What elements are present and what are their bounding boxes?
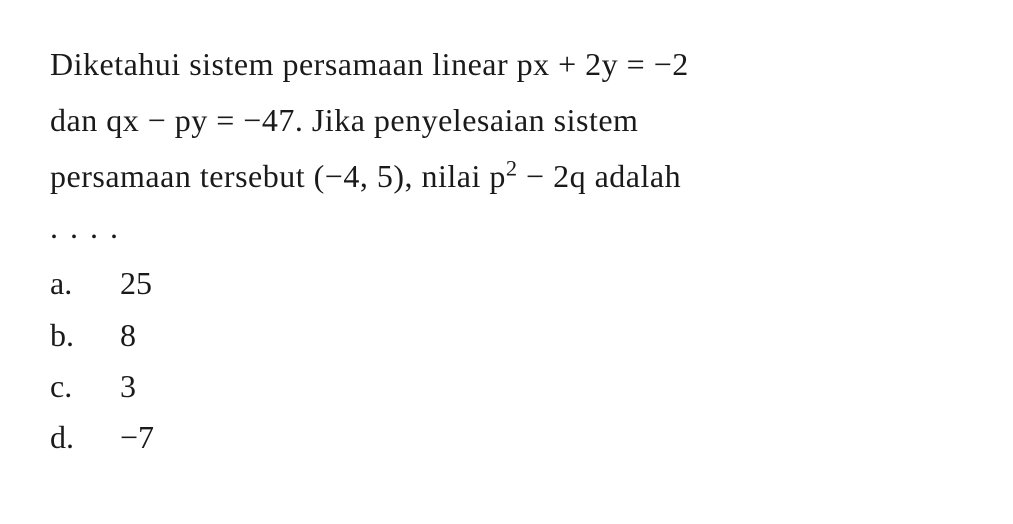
question-line-2: dan qx − py = −47. Jika penyelesaian sis…: [50, 96, 963, 144]
option-value-d: −7: [120, 412, 963, 463]
option-c: c. 3: [50, 361, 963, 412]
option-letter-d: d.: [50, 412, 120, 463]
question-ellipsis: . . . .: [50, 208, 963, 246]
question-line-1: Diketahui sistem persamaan linear px + 2…: [50, 40, 963, 88]
option-letter-a: a.: [50, 258, 120, 309]
option-b: b. 8: [50, 310, 963, 361]
question-line-3: persamaan tersebut (−4, 5), nilai p2 − 2…: [50, 152, 963, 200]
option-letter-b: b.: [50, 310, 120, 361]
option-value-b: 8: [120, 310, 963, 361]
option-value-c: 3: [120, 361, 963, 412]
question-text-3a: persamaan tersebut (−4, 5), nilai p: [50, 158, 506, 194]
option-value-a: 25: [120, 258, 963, 309]
options-list: a. 25 b. 8 c. 3 d. −7: [50, 258, 963, 463]
option-letter-c: c.: [50, 361, 120, 412]
question-text-2: dan qx − py = −47. Jika penyelesaian sis…: [50, 102, 638, 138]
question-text-3b: − 2q adalah: [518, 158, 682, 194]
question-exponent: 2: [506, 155, 518, 180]
question-text-1: Diketahui sistem persamaan linear px + 2…: [50, 46, 689, 82]
option-a: a. 25: [50, 258, 963, 309]
option-d: d. −7: [50, 412, 963, 463]
